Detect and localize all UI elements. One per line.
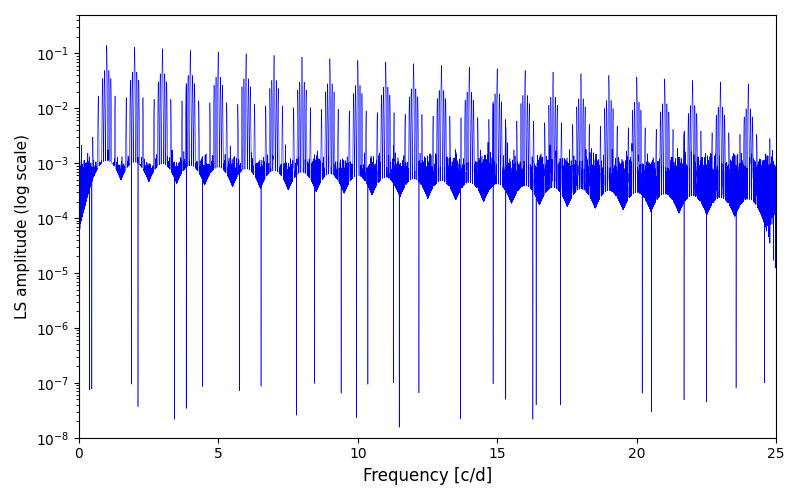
Y-axis label: LS amplitude (log scale): LS amplitude (log scale) [15,134,30,319]
X-axis label: Frequency [c/d]: Frequency [c/d] [363,467,492,485]
